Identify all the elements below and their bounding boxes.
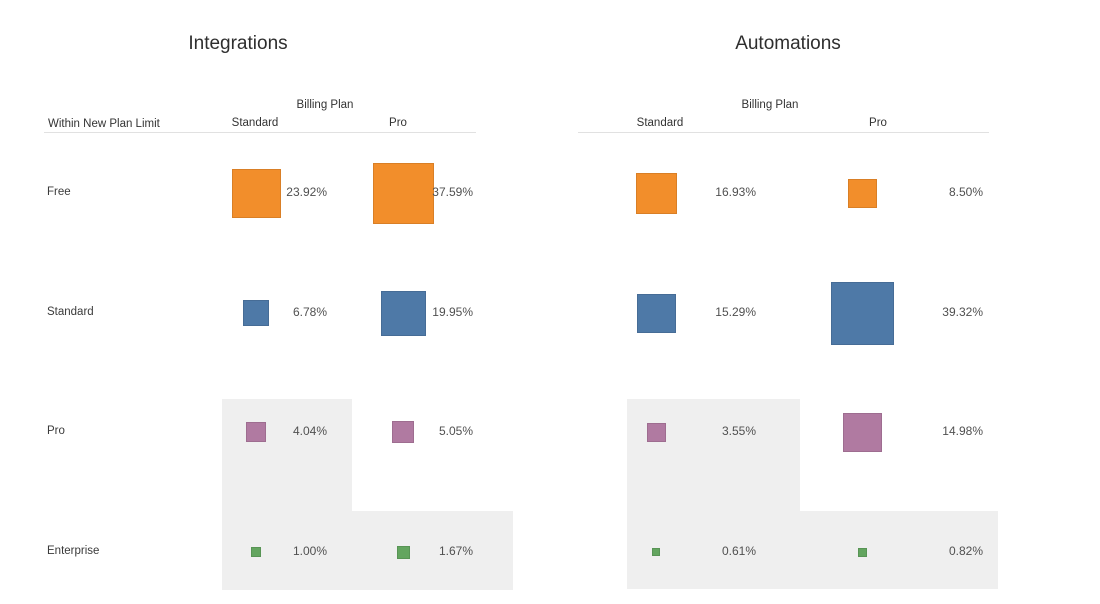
mark-square-automations-enterprise-pro[interactable] [857, 547, 867, 557]
header-rule [44, 132, 476, 133]
mark-square-integrations-standard-standard[interactable] [243, 300, 269, 326]
chart-title-automations: Automations [735, 33, 841, 54]
highlight-band [352, 511, 513, 590]
chart-title-integrations: Integrations [188, 33, 288, 54]
highlight-band [800, 511, 998, 589]
row-dimension-label: Within New Plan Limit [48, 118, 160, 130]
column-header-standard[interactable]: Standard [231, 117, 279, 129]
value-label: 16.93% [715, 185, 756, 199]
highlight-band [222, 399, 352, 590]
column-group-label-billing-plan: Billing Plan [741, 99, 799, 111]
row-label-pro[interactable]: Pro [47, 425, 65, 437]
mark-square-automations-standard-pro[interactable] [830, 281, 894, 345]
value-label: 14.98% [942, 424, 983, 438]
row-label-enterprise[interactable]: Enterprise [47, 545, 100, 557]
value-label: 23.92% [286, 185, 327, 199]
value-label: 5.05% [438, 424, 473, 438]
value-label: 37.59% [432, 185, 473, 199]
value-label: 1.67% [438, 544, 473, 558]
mark-square-integrations-free-pro[interactable] [372, 162, 434, 224]
column-header-pro[interactable]: Pro [869, 117, 887, 129]
mark-square-automations-free-pro[interactable] [847, 178, 877, 208]
column-header-pro[interactable]: Pro [389, 117, 407, 129]
value-label: 4.04% [292, 424, 327, 438]
value-label: 39.32% [942, 305, 983, 319]
value-label: 8.50% [948, 185, 983, 199]
column-header-standard[interactable]: Standard [636, 117, 684, 129]
value-label: 15.29% [715, 305, 756, 319]
mark-square-integrations-pro-pro[interactable] [392, 421, 414, 443]
value-label: 0.61% [721, 544, 756, 558]
row-label-standard[interactable]: Standard [47, 306, 94, 318]
mark-square-integrations-pro-standard[interactable] [246, 422, 266, 442]
column-group-label-billing-plan: Billing Plan [296, 99, 354, 111]
mark-square-integrations-standard-pro[interactable] [380, 290, 426, 336]
mark-square-automations-pro-standard[interactable] [646, 422, 666, 442]
mark-square-integrations-enterprise-standard[interactable] [251, 547, 261, 557]
mark-square-automations-pro-pro[interactable] [842, 412, 882, 452]
value-label: 6.78% [292, 305, 327, 319]
value-label: 1.00% [292, 544, 327, 558]
mark-square-integrations-enterprise-pro[interactable] [396, 545, 410, 559]
header-rule [578, 132, 989, 133]
value-label: 3.55% [721, 424, 756, 438]
mark-square-automations-enterprise-standard[interactable] [652, 548, 660, 556]
mark-square-integrations-free-standard[interactable] [231, 168, 281, 218]
value-label: 19.95% [432, 305, 473, 319]
mark-square-automations-free-standard[interactable] [635, 172, 677, 214]
value-label: 0.82% [948, 544, 983, 558]
mark-square-automations-standard-standard[interactable] [636, 293, 676, 333]
row-label-free[interactable]: Free [47, 186, 71, 198]
